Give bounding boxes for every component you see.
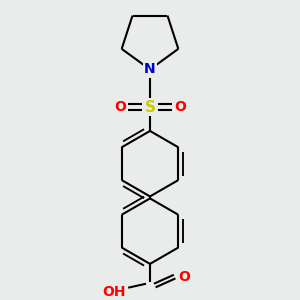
Text: O: O xyxy=(174,100,186,114)
Text: OH: OH xyxy=(103,285,126,299)
Text: O: O xyxy=(178,270,190,284)
Text: S: S xyxy=(145,100,155,115)
Text: N: N xyxy=(144,62,156,76)
Text: O: O xyxy=(114,100,126,114)
